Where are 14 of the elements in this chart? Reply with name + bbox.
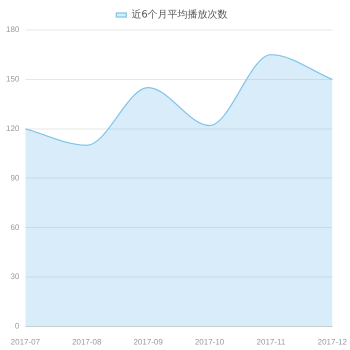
y-tick-label: 60 [10,222,20,232]
x-tick-label: 2017-12 [318,337,348,346]
x-tick-label: 2017-11 [256,337,286,346]
y-tick-label: 90 [10,173,20,182]
x-tick-label: 2017-09 [133,337,164,346]
x-tick-label: 2017-07 [10,337,41,346]
legend-label: 近6个月平均播放次数 [131,8,228,21]
y-tick-label: 30 [10,272,20,282]
y-tick-label: 120 [6,124,20,134]
x-tick-label: 2017-08 [72,337,102,346]
y-tick-label: 0 [14,322,20,331]
x-tick-label: 2017-10 [194,337,225,346]
y-tick-label: 180 [6,25,20,34]
y-tick-label: 150 [6,74,20,84]
